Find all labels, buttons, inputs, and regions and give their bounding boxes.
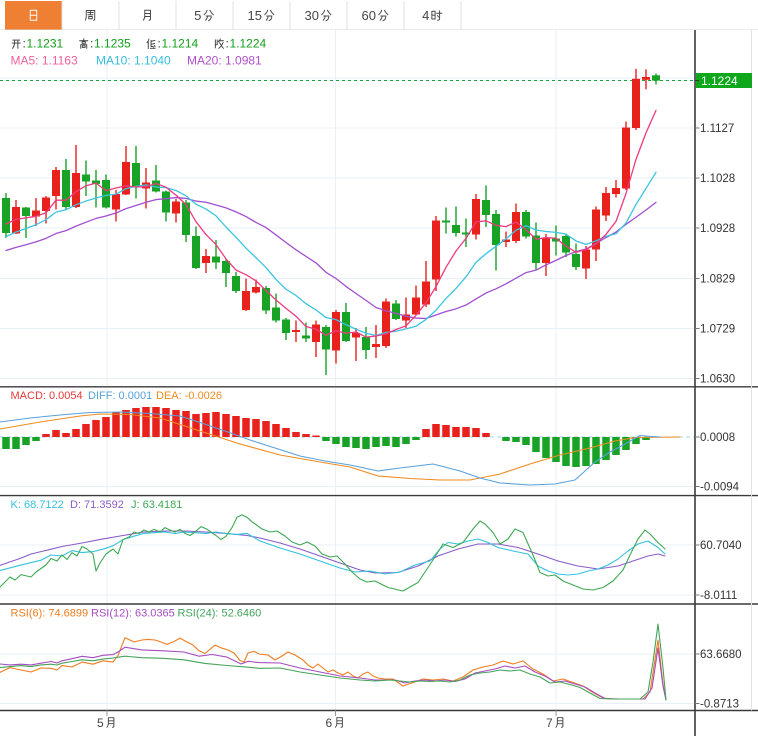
svg-text:1.0928: 1.0928 bbox=[700, 223, 735, 235]
svg-text:J: 63.4181: J: 63.4181 bbox=[131, 499, 182, 511]
svg-text:1.1028: 1.1028 bbox=[700, 173, 735, 185]
svg-text:1.0729: 1.0729 bbox=[700, 324, 735, 336]
svg-text:-0.8713: -0.8713 bbox=[700, 699, 739, 711]
svg-text:RSI(6): 74.6899: RSI(6): 74.6899 bbox=[11, 608, 89, 620]
svg-text::: : bbox=[23, 37, 26, 51]
svg-text:MA20: 1.0981: MA20: 1.0981 bbox=[187, 54, 262, 68]
svg-text:-8.0111: -8.0111 bbox=[700, 590, 737, 602]
svg-text:5: 5 bbox=[194, 8, 201, 23]
svg-text:MA10: 1.1040: MA10: 1.1040 bbox=[96, 54, 171, 68]
svg-text:60.7040: 60.7040 bbox=[700, 540, 742, 552]
svg-text:MACD: 0.0054: MACD: 0.0054 bbox=[11, 390, 83, 402]
svg-text:6: 6 bbox=[326, 716, 333, 730]
svg-text:1.1235: 1.1235 bbox=[94, 37, 131, 51]
svg-text:63.6680: 63.6680 bbox=[700, 649, 742, 661]
svg-text:1.1224: 1.1224 bbox=[230, 37, 267, 51]
svg-text:DIFF: 0.0001: DIFF: 0.0001 bbox=[88, 390, 152, 402]
svg-text:RSI(12): 63.0365: RSI(12): 63.0365 bbox=[91, 608, 175, 620]
svg-text:D: 71.3592: D: 71.3592 bbox=[70, 499, 124, 511]
svg-text:-0.0094: -0.0094 bbox=[700, 482, 740, 494]
svg-text:30: 30 bbox=[305, 8, 319, 23]
svg-text:1.0630: 1.0630 bbox=[700, 374, 735, 386]
svg-text:1.1214: 1.1214 bbox=[162, 37, 199, 51]
svg-text::: : bbox=[158, 37, 161, 51]
svg-text:0.0008: 0.0008 bbox=[700, 432, 735, 444]
svg-text:7: 7 bbox=[546, 716, 553, 730]
svg-text:60: 60 bbox=[362, 8, 376, 23]
svg-text::: : bbox=[90, 37, 93, 51]
svg-text::: : bbox=[226, 37, 229, 51]
svg-text:15: 15 bbox=[248, 8, 262, 23]
svg-text:K: 68.7122: K: 68.7122 bbox=[11, 499, 64, 511]
svg-text:RSI(24): 52.6460: RSI(24): 52.6460 bbox=[178, 608, 262, 620]
svg-text:1.1224: 1.1224 bbox=[701, 74, 738, 88]
svg-text:1.1231: 1.1231 bbox=[27, 37, 64, 51]
svg-text:1.0829: 1.0829 bbox=[700, 274, 735, 286]
svg-text:5: 5 bbox=[97, 716, 104, 730]
svg-text:1.1127: 1.1127 bbox=[700, 123, 734, 135]
svg-text:DEA: -0.0026: DEA: -0.0026 bbox=[156, 390, 222, 402]
svg-text:MA5: 1.1163: MA5: 1.1163 bbox=[11, 54, 78, 68]
svg-text:4: 4 bbox=[422, 8, 429, 23]
